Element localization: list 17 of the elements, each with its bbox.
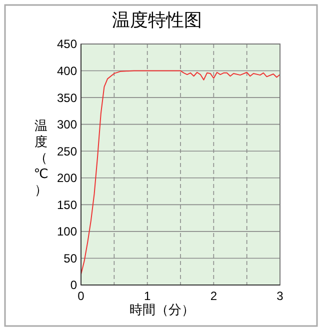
y-tick-label: 50 [64,251,78,266]
x-tick-label: 2 [210,289,218,303]
y-tick-label: 150 [56,198,78,212]
y-tick-label: 200 [56,171,78,186]
y-tick-label: 300 [56,118,78,132]
chart-title: 温度特性图 [112,10,202,30]
y-axis-title: 温度（℃） [34,118,48,197]
x-tick-label: 1 [144,289,151,303]
y-tick-label: 100 [56,224,78,239]
y-tick-label: 0 [70,278,78,292]
y-tick-label: 400 [56,64,78,78]
y-tick-label: 350 [56,90,78,105]
x-tick-label: 3 [276,289,284,303]
line-series [80,70,280,275]
y-tick-label: 450 [56,37,78,52]
y-tick-label: 250 [56,144,78,158]
x-axis-title: 時間（分） [130,302,194,317]
